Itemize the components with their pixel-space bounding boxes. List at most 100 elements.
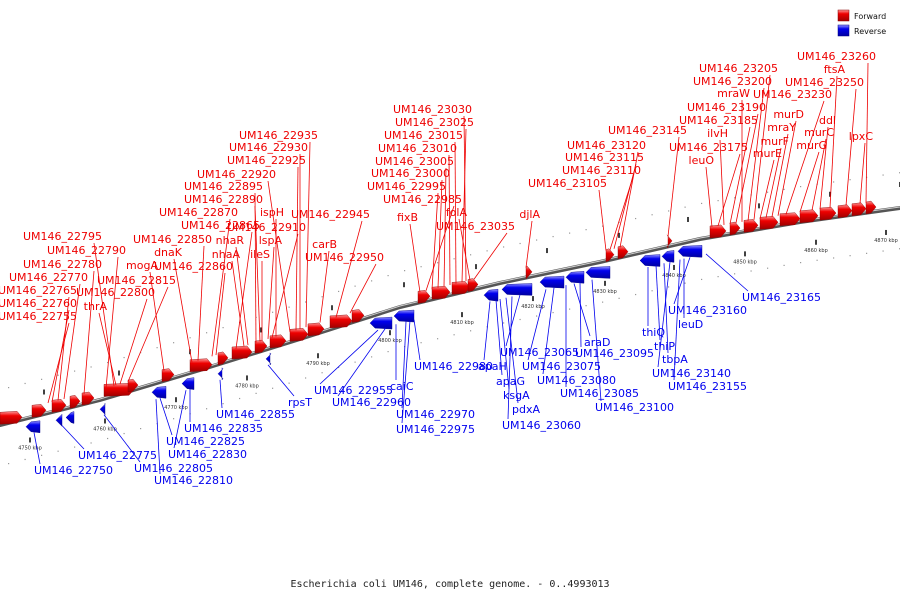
forward-gene-label[interactable]: UM146_22890 <box>184 193 263 206</box>
forward-gene-label[interactable]: UM146_22760 <box>0 297 77 310</box>
forward-gene-label[interactable]: UM146_23175 <box>669 141 748 154</box>
forward-gene-label[interactable]: UM146_23000 <box>371 167 450 180</box>
forward-gene-label[interactable]: UM146_22765 <box>0 284 77 297</box>
forward-gene-label[interactable]: UM146_23120 <box>567 139 646 152</box>
forward-gene-label[interactable]: UM146_23260 <box>797 50 876 63</box>
forward-gene-label[interactable]: UM146_22910 <box>227 221 306 234</box>
reverse-gene-label[interactable]: tbpA <box>662 353 688 366</box>
reverse-gene-label[interactable]: apaH <box>478 360 507 373</box>
forward-gene-label[interactable]: UM146_22790 <box>47 244 126 257</box>
forward-gene-label[interactable]: UM146_23025 <box>395 116 474 129</box>
forward-gene-label[interactable]: UM146_23145 <box>608 124 687 137</box>
forward-gene-label[interactable]: UM146_23230 <box>753 88 832 101</box>
forward-gene-label[interactable]: murF <box>760 135 789 148</box>
reverse-gene-label[interactable]: UM146_22835 <box>184 422 263 435</box>
forward-gene-label[interactable]: UM146_22930 <box>229 141 308 154</box>
forward-gene-label[interactable]: UM146_23200 <box>693 75 772 88</box>
reverse-gene-label[interactable]: UM146_22805 <box>134 462 213 475</box>
reverse-gene-label[interactable]: UM146_23075 <box>522 360 601 373</box>
reverse-gene-label[interactable]: leuD <box>678 318 703 331</box>
forward-gene-label[interactable]: UM146_22925 <box>227 154 306 167</box>
reverse-gene-label[interactable]: UM146_23080 <box>537 374 616 387</box>
forward-gene-label[interactable]: ilvH <box>707 127 728 140</box>
reverse-gene-label[interactable]: pdxA <box>512 403 540 416</box>
forward-gene-label[interactable]: UM146_23005 <box>375 155 454 168</box>
forward-gene-label[interactable]: UM146_22780 <box>23 258 102 271</box>
forward-gene-label[interactable]: UM146_23105 <box>528 177 607 190</box>
forward-gene-label[interactable]: dnaK <box>154 246 183 259</box>
forward-gene-label[interactable]: UM146_22850 <box>133 233 212 246</box>
forward-gene-label[interactable]: UM146_23115 <box>565 151 644 164</box>
forward-gene-label[interactable]: murG <box>796 139 827 152</box>
reverse-gene-label[interactable]: UM146_23085 <box>560 387 639 400</box>
reverse-gene-label[interactable]: UM146_22830 <box>168 448 247 461</box>
reverse-gene-label[interactable]: UM146_22960 <box>332 396 411 409</box>
forward-gene-label[interactable]: UM146_22895 <box>184 180 263 193</box>
reverse-gene-label[interactable]: thiP <box>654 340 675 353</box>
forward-gene-label[interactable]: nhaR <box>216 234 245 247</box>
forward-gene-label[interactable]: UM146_23205 <box>699 62 778 75</box>
reverse-gene-label[interactable]: UM146_23065 <box>500 346 579 359</box>
reverse-gene-label[interactable]: UM146_22750 <box>34 464 113 477</box>
forward-gene-label[interactable]: UM146_23030 <box>393 103 472 116</box>
forward-gene-label[interactable]: UM146_22865 <box>181 219 260 232</box>
reverse-gene-label[interactable]: UM146_22970 <box>396 408 475 421</box>
reverse-gene-label[interactable]: UM146_23095 <box>575 347 654 360</box>
reverse-gene-label[interactable]: apaG <box>496 375 525 388</box>
forward-gene-label[interactable]: ileS <box>250 248 270 261</box>
forward-gene-label[interactable]: UM146_22755 <box>0 310 77 323</box>
forward-gene-label[interactable]: mraW <box>717 87 750 100</box>
forward-gene-label[interactable]: UM146_22870 <box>159 206 238 219</box>
reverse-gene-label[interactable]: UM146_23160 <box>668 304 747 317</box>
forward-gene-label[interactable]: djlA <box>519 208 540 221</box>
forward-gene-label[interactable]: murD <box>773 108 804 121</box>
forward-gene-label[interactable]: lpxC <box>849 130 874 143</box>
reverse-gene-label[interactable]: UM146_22855 <box>216 408 295 421</box>
forward-gene-label[interactable]: UM146_22985 <box>383 193 462 206</box>
reverse-gene-label[interactable]: ksgA <box>503 389 530 402</box>
reverse-gene-label[interactable]: rpsT <box>288 396 312 409</box>
forward-gene-label[interactable]: ddl <box>819 114 836 127</box>
reverse-gene-label[interactable]: thiQ <box>642 326 665 339</box>
forward-gene-label[interactable]: UM146_22795 <box>23 230 102 243</box>
forward-gene-label[interactable]: UM146_23110 <box>562 164 641 177</box>
forward-gene-label[interactable]: UM146_22950 <box>305 251 384 264</box>
forward-gene-label[interactable]: UM146_22995 <box>367 180 446 193</box>
forward-gene-label[interactable]: fixB <box>397 211 418 224</box>
forward-gene-label[interactable]: UM146_22920 <box>197 168 276 181</box>
forward-gene-label[interactable]: UM146_23015 <box>384 129 463 142</box>
forward-gene-label[interactable]: lspA <box>259 234 283 247</box>
forward-gene-label[interactable]: UM146_22860 <box>154 260 233 273</box>
forward-gene-label[interactable]: UM146_22815 <box>97 274 176 287</box>
forward-gene-label[interactable]: murC <box>804 126 834 139</box>
reverse-gene-label[interactable]: UM146_23100 <box>595 401 674 414</box>
reverse-gene-label[interactable]: UM146_23060 <box>502 419 581 432</box>
reverse-gene-label[interactable]: UM146_22975 <box>396 423 475 436</box>
forward-gene-label[interactable]: UM146_22770 <box>9 271 88 284</box>
forward-gene-label[interactable]: thrA <box>84 300 108 313</box>
forward-gene-label[interactable]: carB <box>312 238 337 251</box>
reverse-gene-label[interactable]: araD <box>584 336 610 349</box>
forward-gene-label[interactable]: mraY <box>767 121 796 134</box>
forward-gene-label[interactable]: UM146_23190 <box>687 101 766 114</box>
reverse-gene-label[interactable]: UM146_22775 <box>78 449 157 462</box>
forward-gene-label[interactable]: nhaA <box>212 248 241 261</box>
forward-gene-label[interactable]: UM146_22935 <box>239 129 318 142</box>
forward-gene-label[interactable]: UM146_23010 <box>378 142 457 155</box>
forward-gene-label[interactable]: UM146_22800 <box>76 286 155 299</box>
forward-gene-label[interactable]: UM146_23185 <box>679 114 758 127</box>
forward-gene-label[interactable]: leuO <box>689 154 715 167</box>
reverse-gene-label[interactable]: UM146_23155 <box>668 380 747 393</box>
forward-gene-label[interactable]: folA <box>446 206 468 219</box>
forward-gene-label[interactable]: UM146_23035 <box>436 220 515 233</box>
reverse-gene-label[interactable]: UM146_22825 <box>166 435 245 448</box>
forward-gene-label[interactable]: murE <box>753 147 782 160</box>
reverse-gene-label[interactable]: UM146_22980 <box>414 360 493 373</box>
forward-gene-label[interactable]: ispH <box>260 206 284 219</box>
reverse-gene-label[interactable]: UM146_22810 <box>154 474 233 487</box>
forward-gene-label[interactable]: UM146_23250 <box>785 76 864 89</box>
forward-gene-label[interactable]: ftsA <box>824 63 846 76</box>
reverse-gene-label[interactable]: caiC <box>390 380 414 393</box>
reverse-gene-label[interactable]: UM146_22955 <box>314 384 393 397</box>
forward-gene-label[interactable]: UM146_22945 <box>291 208 370 221</box>
